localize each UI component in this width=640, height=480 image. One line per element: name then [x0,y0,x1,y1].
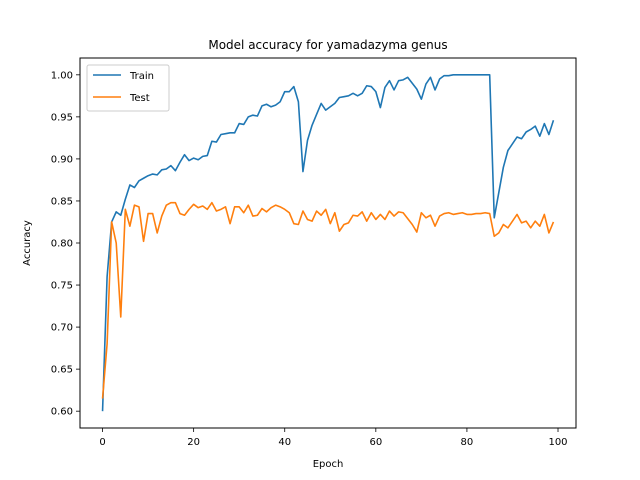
legend-label-train: Train [129,71,154,82]
x-tick-label: 0 [99,437,105,448]
y-tick-label: 0.75 [51,281,73,292]
legend-box [86,64,170,112]
y-tick-label: 1.00 [51,70,73,81]
y-tick-label: 0.60 [51,407,73,418]
y-tick-label: 0.95 [51,112,73,123]
series-line-test [101,201,555,399]
x-tick-label: 20 [187,437,200,448]
y-tick-label: 0.90 [51,154,73,165]
y-tick-label: 0.65 [51,365,73,376]
x-tick-label: 100 [548,437,567,448]
legend: Train Test [86,64,170,112]
x-tick-label: 60 [369,437,382,448]
y-axis-ticks: 0.60 0.65 0.70 0.75 0.80 0.85 0.90 0.95 1.00 [51,70,80,418]
x-axis-ticks: 0 20 40 60 80 100 [99,428,568,448]
x-tick-label: 80 [461,437,474,448]
series-lines [101,74,555,412]
x-axis-label: Epoch [313,459,344,470]
y-axis-label: Accuracy [22,220,33,266]
plot-area [80,58,576,428]
y-tick-label: 0.85 [51,196,73,207]
y-tick-label: 0.80 [51,239,73,250]
chart-title: Model accuracy for yamadazyma genus [208,38,447,52]
series-line-train [101,74,555,412]
legend-label-test: Test [129,93,150,104]
plot-background [80,58,576,428]
x-tick-label: 40 [278,437,291,448]
y-tick-label: 0.70 [51,323,73,334]
